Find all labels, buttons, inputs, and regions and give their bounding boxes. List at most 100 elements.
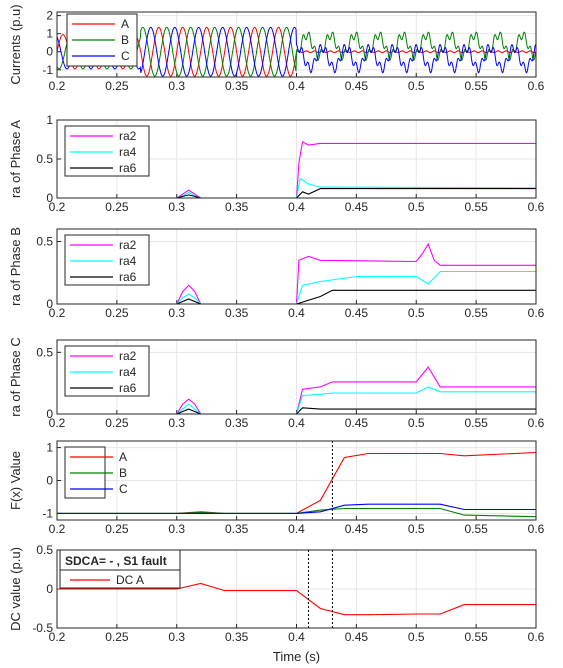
x-tick-label: 0.55 — [464, 630, 488, 644]
series-line-C — [57, 26, 536, 77]
x-tick-label: 0.35 — [225, 416, 249, 430]
x-tick-label: 0.25 — [105, 79, 129, 93]
x-tick-label: 0.45 — [345, 79, 369, 93]
x-tick-label: 0.35 — [225, 306, 249, 320]
x-tick-label: 0.6 — [528, 79, 545, 93]
legend: ra2 ra4 ra6 — [64, 125, 150, 177]
x-tick-label: 0.25 — [105, 200, 129, 214]
legend-label: C — [119, 482, 128, 496]
x-tick-label: 0.3 — [168, 630, 185, 644]
x-tick-label: 0.25 — [105, 522, 129, 536]
x-tick-label: 0.3 — [168, 306, 185, 320]
y-axis-label: F(x) Value — [8, 451, 23, 510]
x-tick-label: 0.25 — [105, 416, 129, 430]
x-tick-label: 0.5 — [408, 306, 425, 320]
x-tick-label: 0.3 — [168, 200, 185, 214]
x-tick-label: 0.2 — [49, 79, 66, 93]
series-line-ra6 — [57, 407, 536, 414]
panel-5: 0.2 0.25 0.3 0.35 0.4 0.45 0.5 0.55 0.6 -1 0 1 F(x) … — [8, 440, 545, 536]
y-tick-label: 0.5 — [36, 235, 53, 249]
x-tick-label: 0.6 — [528, 416, 545, 430]
legend-label: C — [121, 49, 130, 63]
series-line-ra4 — [57, 270, 536, 304]
x-axis-label: Time (s) — [273, 649, 320, 664]
x-tick-label: 0.2 — [49, 416, 66, 430]
legend-label: A — [119, 450, 127, 464]
x-tick-label: 0.55 — [464, 200, 488, 214]
x-tick-label: 0.6 — [528, 630, 545, 644]
x-tick-label: 0.5 — [408, 522, 425, 536]
axes-box — [56, 11, 537, 78]
x-tick-label: 0.5 — [408, 630, 425, 644]
y-tick-label: -0.5 — [32, 621, 53, 635]
y-tick-label: 0 — [46, 297, 53, 311]
x-tick-label: 0.6 — [528, 200, 545, 214]
y-tick-label: 0.5 — [36, 152, 53, 166]
series-line-ra2 — [57, 140, 536, 198]
panel-3: 0.2 0.25 0.3 0.35 0.4 0.45 0.5 0.55 0.6 0 0.5 ra of… — [8, 227, 545, 320]
legend: ABC — [66, 13, 138, 67]
y-tick-label: 0 — [46, 474, 53, 488]
y-axis-label: Currents (p.u) — [8, 4, 23, 84]
x-tick-label: 0.5 — [408, 416, 425, 430]
x-tick-label: 0.35 — [225, 79, 249, 93]
legend-label: ra4 — [119, 145, 137, 159]
x-tick-label: 0.4 — [288, 522, 305, 536]
legend-label: B — [119, 466, 127, 480]
series-line-B — [57, 507, 536, 518]
y-tick-label: 0.5 — [36, 345, 53, 359]
x-tick-label: 0.6 — [528, 306, 545, 320]
x-tick-label: 0.2 — [49, 630, 66, 644]
legend-label: ra6 — [119, 381, 137, 395]
y-tick-label: 0 — [46, 582, 53, 596]
axes-box — [56, 339, 537, 415]
x-tick-label: 0.4 — [288, 200, 305, 214]
x-tick-label: 0.45 — [345, 306, 369, 320]
x-tick-label: 0.2 — [49, 200, 66, 214]
plot-area — [57, 242, 536, 304]
series-line-ra4 — [57, 386, 536, 414]
x-tick-label: 0.4 — [288, 416, 305, 430]
plot-area — [57, 366, 536, 414]
series-line-ra2 — [57, 242, 536, 304]
legend-label: A — [121, 17, 129, 31]
annotation-text: SDCA= - , S1 fault — [65, 554, 167, 568]
x-tick-label: 0.45 — [345, 630, 369, 644]
legend: ABC — [64, 446, 128, 499]
x-tick-label: 0.55 — [464, 416, 488, 430]
x-tick-label: 0.3 — [168, 416, 185, 430]
x-tick-label: 0.55 — [464, 79, 488, 93]
panel-1: 0.2 0.25 0.3 0.35 0.4 0.45 0.5 0.55 0.6 -1 0 1 2 Curr… — [8, 4, 545, 93]
y-tick-label: -1 — [42, 63, 53, 77]
legend-label: B — [121, 33, 129, 47]
x-tick-label: 0.2 — [49, 522, 66, 536]
legend: ra2 ra4 ra6 — [64, 345, 150, 397]
y-tick-label: 2 — [46, 9, 53, 23]
y-tick-label: 1 — [46, 27, 53, 41]
x-tick-label: 0.35 — [225, 522, 249, 536]
series-line-C — [57, 503, 536, 514]
y-axis-label: ra of Phase A — [8, 120, 23, 198]
legend-label: ra4 — [119, 365, 137, 379]
y-tick-label: 1 — [46, 113, 53, 127]
x-tick-label: 0.4 — [288, 630, 305, 644]
y-tick-label: -1 — [42, 506, 53, 520]
x-tick-label: 0.2 — [49, 306, 66, 320]
y-tick-label: 1 — [46, 441, 53, 455]
x-tick-label: 0.25 — [105, 306, 129, 320]
x-tick-label: 0.35 — [225, 630, 249, 644]
x-tick-label: 0.25 — [105, 630, 129, 644]
y-tick-label: 0 — [46, 191, 53, 205]
x-tick-label: 0.55 — [464, 522, 488, 536]
axes-box — [56, 440, 537, 521]
legend-label: ra4 — [119, 254, 137, 268]
x-tick-label: 0.3 — [168, 522, 185, 536]
x-tick-label: 0.55 — [464, 306, 488, 320]
legend-label: ra6 — [119, 161, 137, 175]
x-tick-label: 0.5 — [408, 79, 425, 93]
legend-label: ra2 — [119, 238, 137, 252]
panel-6: 0.2 0.25 0.3 0.35 0.4 0.45 0.5 0.55 0.6 -0.5 0 0.5 D… — [8, 543, 545, 644]
legend: ra2 ra4 ra6 — [64, 234, 150, 286]
legend-label: ra6 — [119, 270, 137, 284]
y-tick-label: 0 — [46, 407, 53, 421]
